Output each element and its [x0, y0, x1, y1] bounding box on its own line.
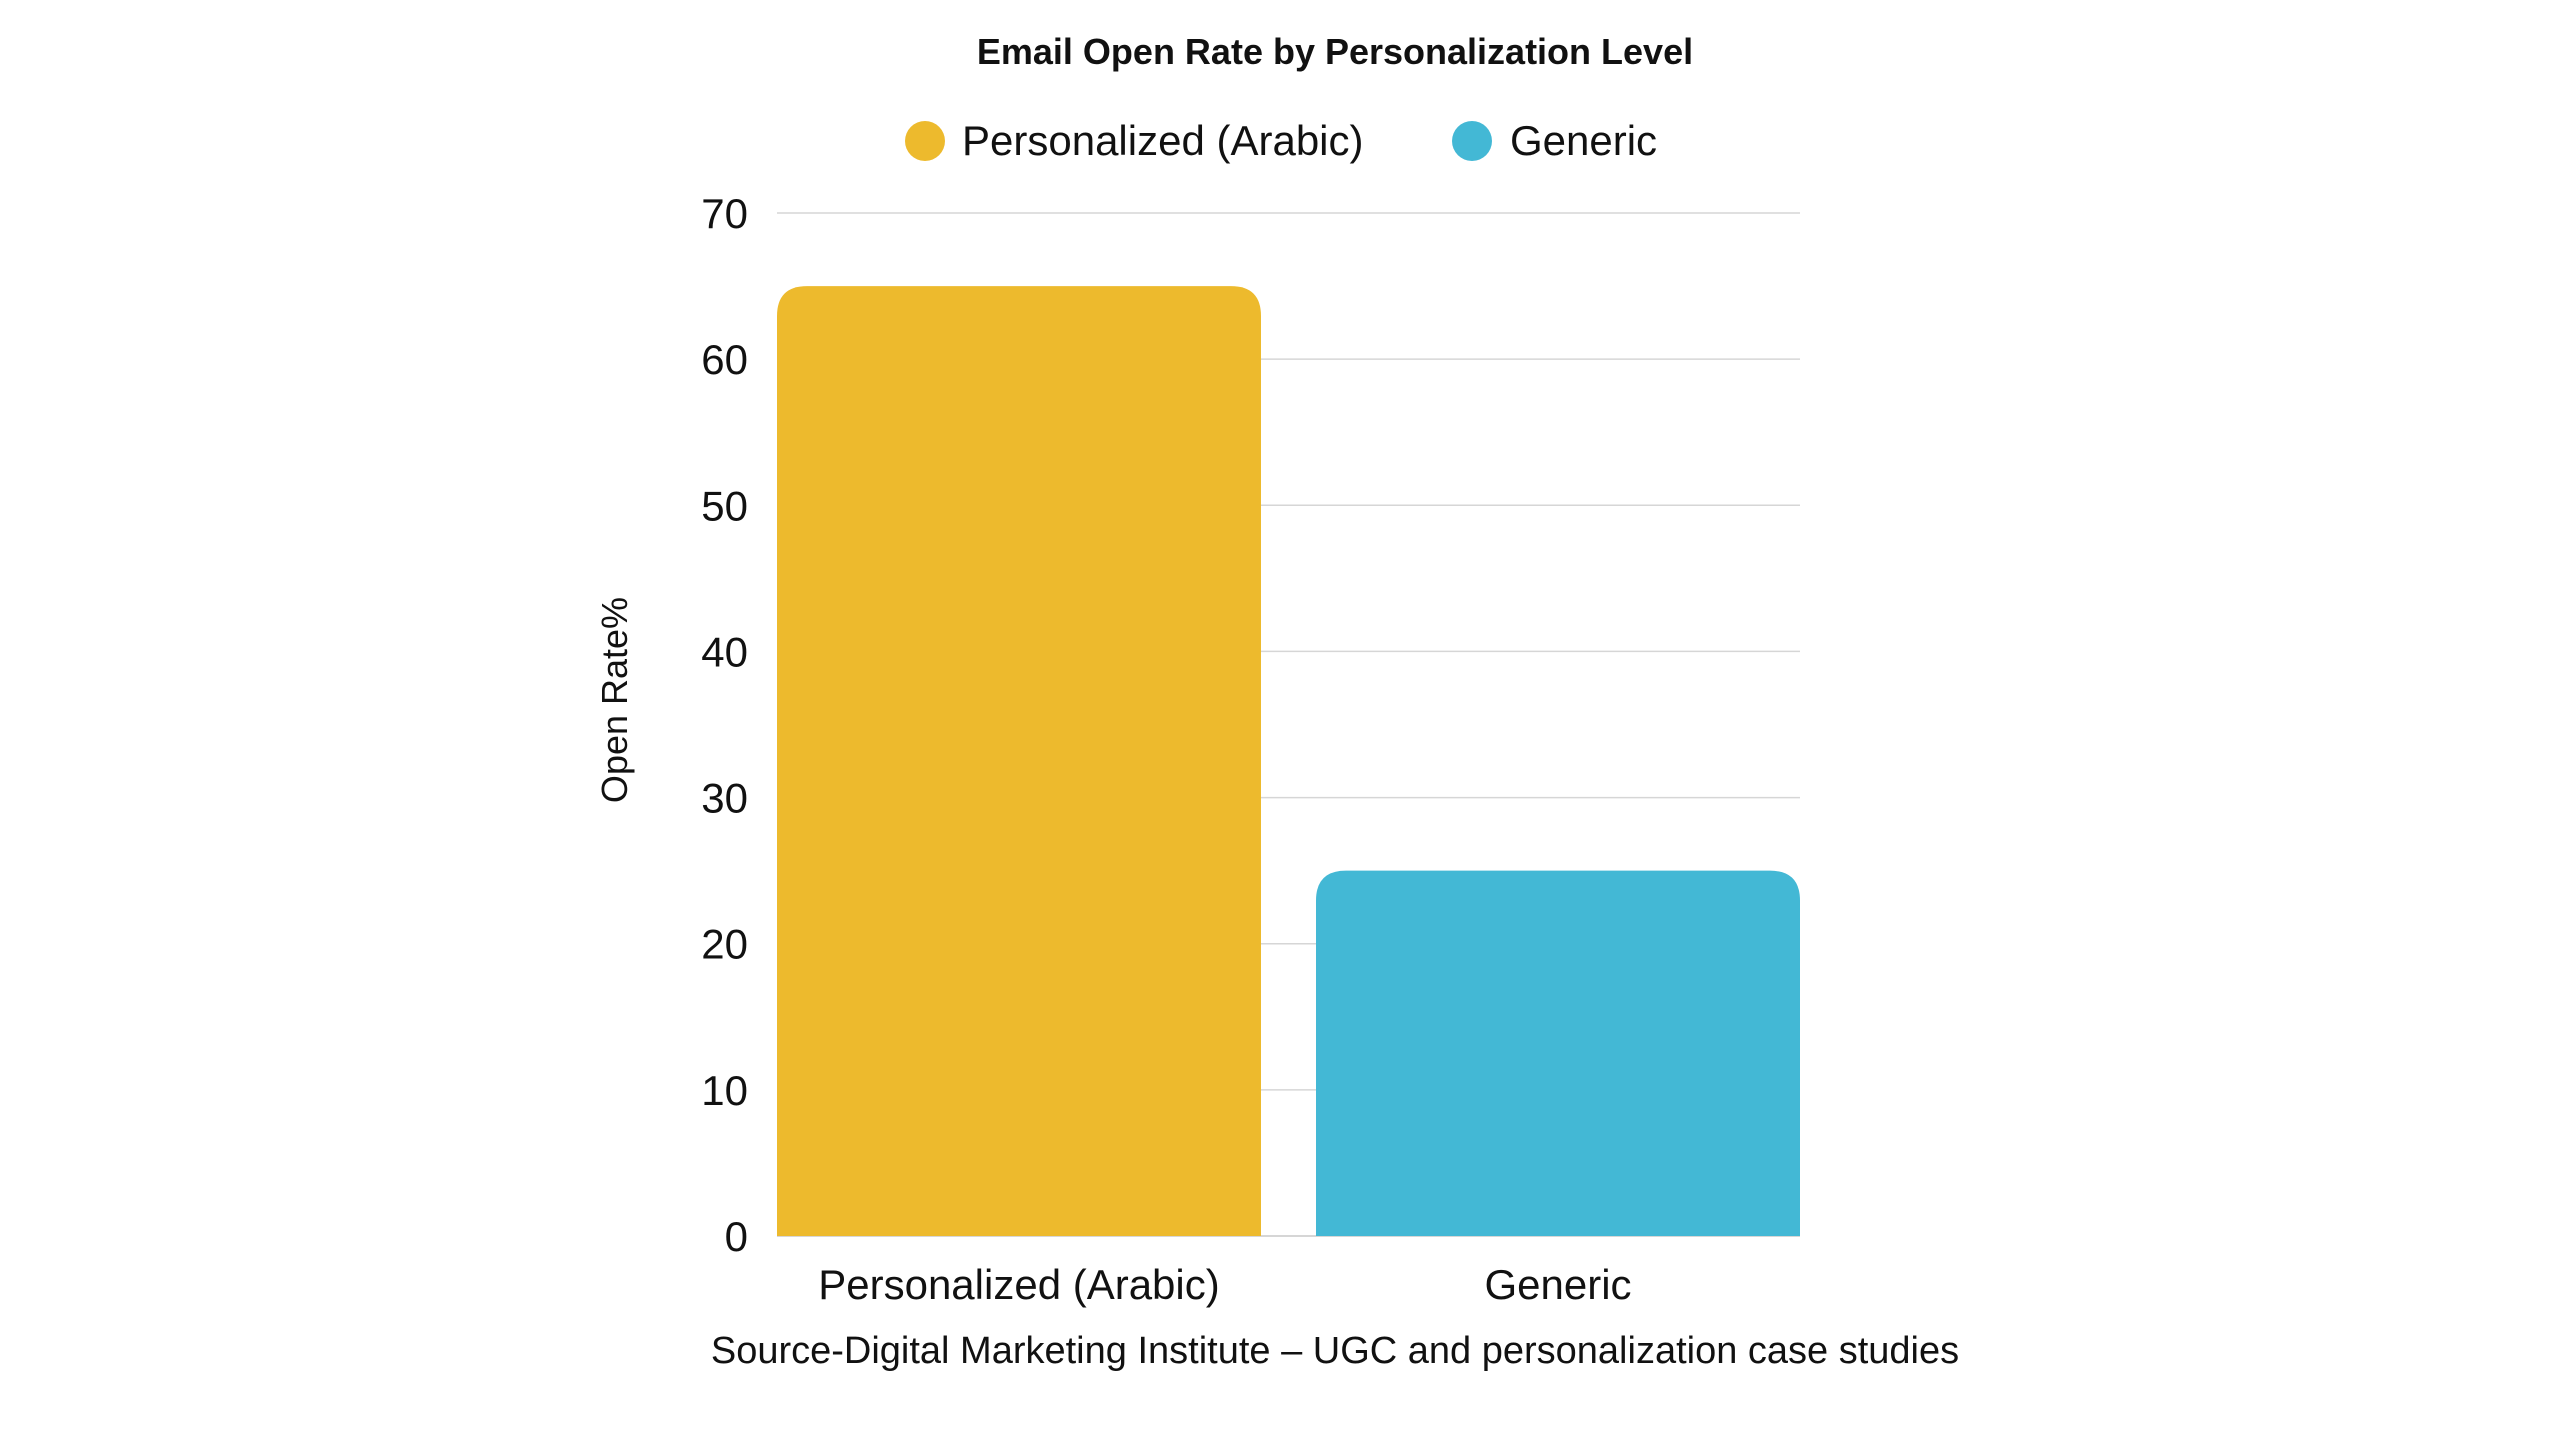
y-tick-label: 50	[701, 482, 748, 529]
y-tick-label: 0	[725, 1213, 748, 1260]
y-tick-label: 60	[701, 336, 748, 383]
legend-label-generic: Generic	[1510, 117, 1657, 164]
x-tick-label: Personalized (Arabic)	[818, 1261, 1220, 1308]
legend-swatch-personalized	[905, 121, 945, 161]
y-axis-label: Open Rate%	[594, 597, 635, 803]
legend-swatch-generic	[1452, 121, 1492, 161]
y-tick-label: 10	[701, 1067, 748, 1114]
chart-title: Email Open Rate by Personalization Level	[977, 31, 1693, 72]
y-tick-label: 30	[701, 775, 748, 822]
source-note: Source-Digital Marketing Institute – UGC…	[711, 1330, 1959, 1372]
bar-generic	[1316, 870, 1800, 1236]
bar-personalized-arabic	[777, 286, 1261, 1237]
x-axis-ticks: Personalized (Arabic) Generic	[818, 1261, 1631, 1308]
y-axis-ticks: 0 10 20 30 40 50 60 70	[701, 190, 748, 1260]
y-tick-label: 70	[701, 190, 748, 237]
x-tick-label: Generic	[1484, 1261, 1631, 1308]
y-tick-label: 20	[701, 921, 748, 968]
y-tick-label: 40	[701, 628, 748, 675]
legend-label-personalized: Personalized (Arabic)	[962, 117, 1364, 164]
legend: Personalized (Arabic) Generic	[905, 117, 1657, 164]
bars	[777, 286, 1800, 1237]
